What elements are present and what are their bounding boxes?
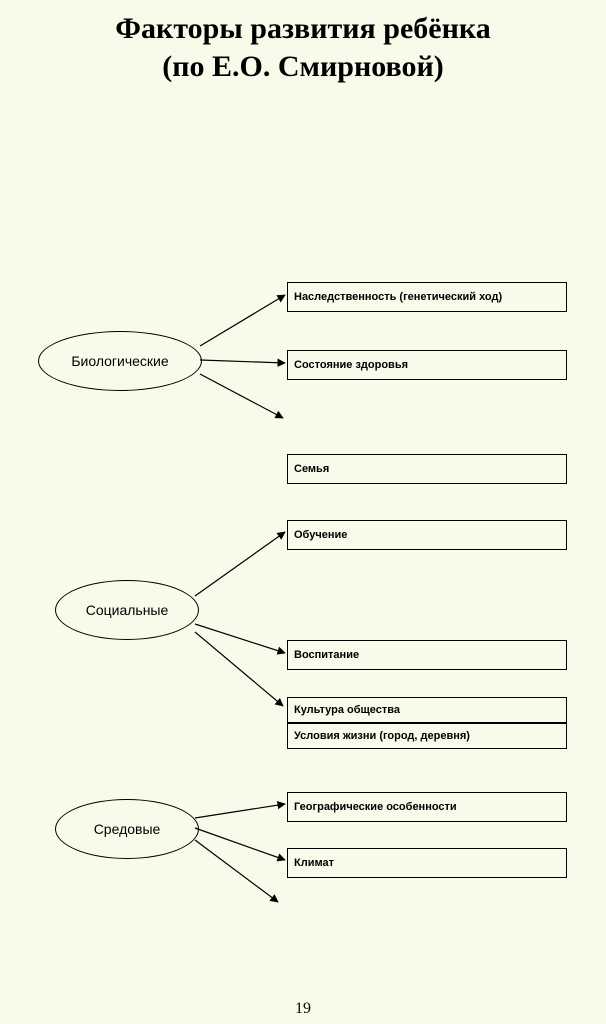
rect-r7: Условия жизни (город, деревня) xyxy=(287,723,567,749)
rect-r8: Географические особенности xyxy=(287,792,567,822)
title-line-2: (по Е.О. Смирновой) xyxy=(0,48,606,86)
page-title: Факторы развития ребёнка (по Е.О. Смирно… xyxy=(0,0,606,85)
rect-r6: Культура общества xyxy=(287,697,567,723)
ellipse-social: Социальные xyxy=(55,580,199,640)
rect-r2: Состояние здоровья xyxy=(287,350,567,380)
rect-r3: Семья xyxy=(287,454,567,484)
title-line-1: Факторы развития ребёнка xyxy=(0,10,606,48)
rect-r9: Климат xyxy=(287,848,567,878)
ellipse-bio: Биологические xyxy=(38,331,202,391)
rect-r5: Воспитание xyxy=(287,640,567,670)
page-number: 19 xyxy=(0,1000,606,1018)
ellipse-env: Средовые xyxy=(55,799,199,859)
rect-r4: Обучение xyxy=(287,520,567,550)
rect-r1: Наследственность (генетический ход) xyxy=(287,282,567,312)
